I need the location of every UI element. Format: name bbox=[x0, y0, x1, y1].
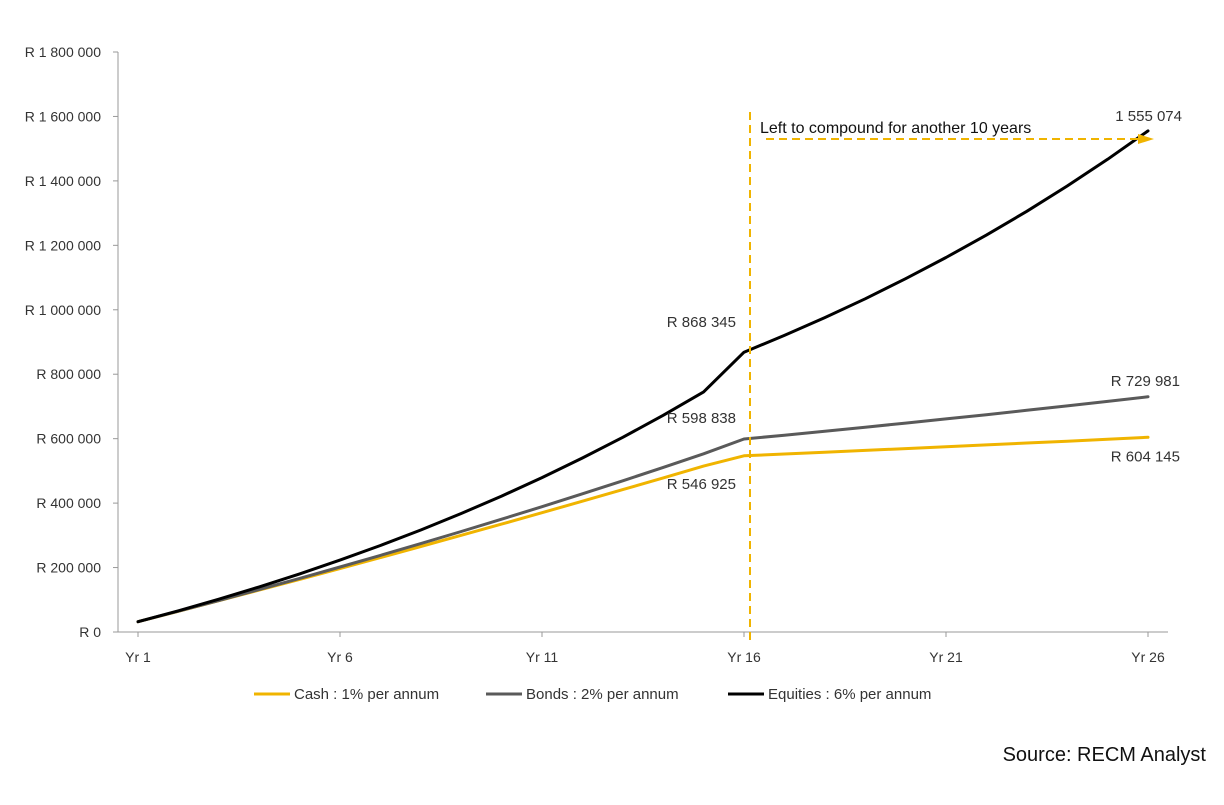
data-label: R 598 838 bbox=[667, 410, 736, 427]
data-label: R 868 345 bbox=[667, 314, 736, 331]
x-tick-label: Yr 6 bbox=[327, 649, 353, 665]
series-line-cash bbox=[136, 435, 1150, 624]
data-label: 1 555 074 bbox=[1115, 108, 1182, 125]
data-labels-layer: R 868 345 R 598 838 R 546 925 1 555 074 R 72… bbox=[667, 108, 1182, 493]
annotation-layer: Left to compound for another 10 years bbox=[749, 112, 1154, 640]
x-tick-label: Yr 11 bbox=[526, 649, 559, 665]
x-tick-label: Yr 16 bbox=[727, 649, 761, 665]
x-tick-label: Yr 1 bbox=[125, 649, 151, 665]
y-tick-label: R 600 000 bbox=[36, 431, 101, 447]
y-tick-label: R 1 000 000 bbox=[25, 302, 101, 318]
y-tick-label: R 400 000 bbox=[36, 495, 101, 511]
annotation-label: Left to compound for another 10 years bbox=[760, 120, 1031, 137]
y-tick-label: R 800 000 bbox=[36, 366, 101, 382]
axes: R 0 R 200 000 R 400 000 R 600 000 R 800 000 R… bbox=[25, 44, 1168, 665]
series-line-equities bbox=[136, 129, 1150, 624]
series-line-bonds bbox=[136, 395, 1150, 624]
y-tick-label: R 1 600 000 bbox=[25, 108, 101, 124]
data-label: R 604 145 bbox=[1111, 448, 1180, 465]
series-layer bbox=[136, 129, 1150, 624]
x-tick-label: Yr 26 bbox=[1131, 649, 1165, 665]
source-note: Source: RECM Analyst bbox=[1003, 744, 1207, 766]
annotation-arrow-head bbox=[1138, 134, 1154, 144]
legend-label: Bonds : 2% per annum bbox=[526, 686, 679, 703]
y-tick-label: R 200 000 bbox=[36, 560, 101, 576]
y-tick-label: R 1 400 000 bbox=[25, 173, 101, 189]
legend: Cash : 1% per annum Bonds : 2% per annum E… bbox=[254, 686, 931, 703]
y-tick-label: R 0 bbox=[79, 624, 101, 640]
y-tick-label: R 1 200 000 bbox=[25, 237, 101, 253]
x-tick-label: Yr 21 bbox=[929, 649, 963, 665]
data-label: R 729 981 bbox=[1111, 373, 1180, 390]
data-label: R 546 925 bbox=[667, 476, 736, 493]
legend-label: Equities : 6% per annum bbox=[768, 686, 931, 703]
y-tick-label: R 1 800 000 bbox=[25, 44, 101, 60]
legend-label: Cash : 1% per annum bbox=[294, 686, 439, 703]
